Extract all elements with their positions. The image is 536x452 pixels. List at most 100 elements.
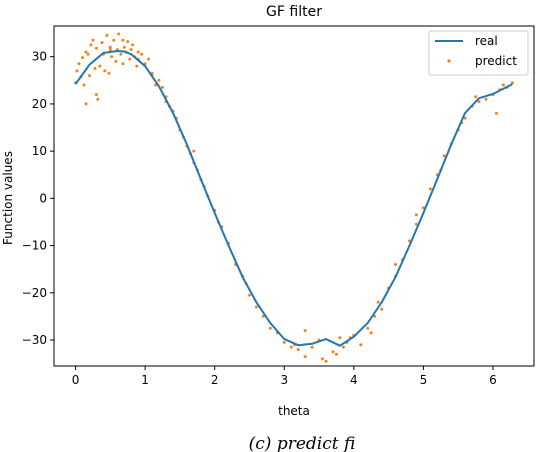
predict-point [369, 331, 373, 335]
predict-point [86, 52, 90, 56]
predict-point [91, 38, 95, 42]
y-tick-label: −20 [22, 286, 47, 300]
x-tick-label: 3 [280, 373, 288, 387]
predict-point [107, 71, 111, 75]
x-tick-label: 2 [211, 373, 219, 387]
predict-point [108, 45, 112, 49]
predict-point [338, 336, 342, 340]
predict-point [477, 100, 481, 104]
predict-point [310, 345, 314, 349]
predict-point [321, 357, 324, 361]
predict-point [112, 38, 116, 42]
predict-point [324, 359, 328, 363]
figure-caption: (c) predict fi [249, 434, 356, 452]
predict-point [108, 48, 112, 52]
predict-point [303, 355, 307, 359]
predict-point [140, 52, 144, 56]
x-tick-label: 1 [141, 373, 149, 387]
predict-point [135, 64, 139, 68]
predict-point [296, 348, 300, 351]
predict-point [126, 40, 130, 44]
predict-point [98, 64, 102, 68]
predict-point [103, 69, 107, 73]
predict-point [282, 340, 286, 344]
predict-point [157, 78, 161, 82]
y-axis-ticks: −30 −20 −10 0 10 20 30 [22, 50, 54, 347]
predict-point [93, 67, 97, 70]
legend-real-label: real [475, 34, 498, 48]
predict-point [380, 307, 384, 311]
x-tick-label: 4 [350, 373, 358, 387]
predict-point [268, 326, 272, 330]
predict-points [74, 32, 514, 363]
legend: real predict [428, 30, 529, 76]
real-series-line [74, 49, 513, 347]
predict-point [119, 52, 123, 56]
x-tick-label: 0 [72, 373, 80, 387]
x-axis-label: theta [278, 404, 310, 418]
y-tick-label: 30 [32, 50, 47, 64]
predict-point [376, 300, 380, 304]
predict-point [82, 83, 86, 87]
predict-point [114, 59, 118, 63]
predict-point [394, 263, 398, 266]
predict-point [94, 46, 98, 50]
predict-point [442, 154, 446, 158]
predict-point [84, 102, 88, 106]
predict-point [289, 345, 293, 349]
predict-point [254, 305, 258, 309]
predict-point [77, 62, 81, 66]
x-tick-label: 5 [420, 373, 428, 387]
plot-area [74, 32, 514, 363]
predict-point [129, 48, 133, 52]
predict-point [366, 326, 370, 330]
predict-point [131, 43, 135, 47]
predict-point [117, 32, 121, 36]
legend-predict-label: predict [475, 54, 517, 68]
predict-point [147, 57, 151, 61]
y-tick-label: 0 [39, 191, 47, 205]
predict-point [501, 83, 505, 87]
predict-point [94, 93, 98, 96]
predict-point [136, 50, 140, 54]
x-axis-ticks: 0 1 2 3 4 5 6 [72, 366, 497, 387]
predict-point [96, 97, 100, 101]
y-tick-label: −10 [22, 239, 47, 253]
predict-point [89, 43, 93, 47]
predict-point [334, 352, 338, 356]
predict-point [341, 345, 345, 349]
y-tick-label: 20 [32, 97, 47, 111]
predict-point [463, 116, 467, 120]
predict-point [100, 41, 104, 44]
predict-point [428, 187, 432, 191]
chart-title: GF filter [266, 4, 322, 20]
predict-point [122, 45, 126, 49]
predict-point [261, 314, 265, 318]
predict-point [248, 293, 251, 297]
predict-point [494, 111, 498, 115]
predict-point [161, 85, 164, 89]
y-tick-label: −30 [22, 333, 47, 347]
y-tick-label: 10 [32, 144, 47, 158]
predict-point [75, 69, 79, 73]
predict-point [474, 95, 478, 99]
predict-point [359, 343, 363, 347]
predict-point [128, 57, 132, 61]
predict-point [192, 149, 196, 153]
predict-point [303, 329, 307, 333]
predict-point [484, 97, 488, 101]
y-axis-label: Function values [1, 151, 15, 245]
predict-point [331, 350, 335, 354]
legend-predict-marker [447, 59, 451, 63]
predict-point [121, 62, 125, 66]
predict-point [84, 50, 88, 54]
predict-point [414, 222, 418, 226]
plot-frame [53, 25, 535, 367]
predict-point [81, 56, 84, 60]
predict-point [110, 55, 114, 59]
predict-point [121, 38, 125, 42]
predict-point [105, 33, 109, 37]
predict-point [414, 213, 418, 217]
predict-point [373, 314, 377, 318]
predict-point [88, 74, 91, 78]
